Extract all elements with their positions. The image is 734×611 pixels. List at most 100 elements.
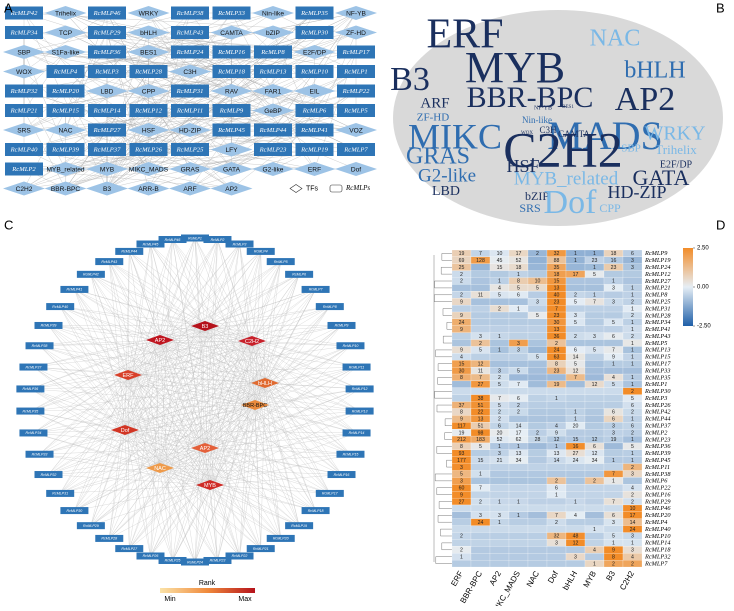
cell-value: 24 xyxy=(478,520,484,526)
edge xyxy=(127,374,281,539)
heat-cell xyxy=(508,484,529,492)
heat-cell xyxy=(584,373,605,382)
edge xyxy=(33,432,161,469)
edge xyxy=(65,12,357,72)
edge xyxy=(159,388,360,469)
mlp-label: RcMLP28 xyxy=(134,69,162,76)
ring-node xyxy=(301,507,330,515)
edge xyxy=(129,251,206,449)
ring-node xyxy=(34,321,63,329)
heat-cell xyxy=(470,318,491,326)
edge xyxy=(204,274,300,327)
tf-node xyxy=(293,84,336,98)
cloud-word: C2H2 xyxy=(503,121,622,177)
heat-cell xyxy=(527,380,548,388)
edge xyxy=(189,129,232,189)
heat-cell xyxy=(527,318,548,326)
edge xyxy=(217,239,256,406)
ring-node xyxy=(266,534,295,542)
heat-cell xyxy=(603,449,624,457)
heat-cell xyxy=(527,525,548,533)
mlp-label: RcMLP17 xyxy=(342,49,370,56)
edge xyxy=(127,289,316,376)
edge xyxy=(251,340,316,511)
edge xyxy=(39,454,211,486)
tf-node xyxy=(3,123,45,137)
edge xyxy=(90,274,129,376)
ring-label: RcMLP28 xyxy=(101,537,117,541)
edge xyxy=(204,447,240,557)
ring-label: RcMLP31 xyxy=(52,492,68,496)
heat-cell xyxy=(489,298,510,306)
cell-value: 5 xyxy=(479,444,482,450)
cell-value: 1 xyxy=(612,458,615,464)
cell-value: 1 xyxy=(612,279,615,285)
heat-cell xyxy=(584,305,605,313)
edge xyxy=(260,382,266,549)
legend-max: Max xyxy=(238,596,252,603)
mlp-label: RcMLP29 xyxy=(93,30,121,37)
edge xyxy=(204,325,316,511)
cloud-word: ARF xyxy=(420,95,449,111)
mlp-node xyxy=(295,143,334,156)
row-label: RcMLP37 xyxy=(644,423,671,430)
mlp-label: RcMLP10 xyxy=(300,69,328,76)
edge xyxy=(209,274,300,486)
cell-value: 7 xyxy=(612,348,615,354)
mlp-label: RcMLP20 xyxy=(51,88,79,95)
cell-value: 37 xyxy=(459,403,465,409)
tf-label: FAR1 xyxy=(265,88,282,95)
edge xyxy=(48,447,206,475)
column-label: ERF xyxy=(449,569,465,587)
cell-value: 6 xyxy=(631,403,634,409)
cell-value: 2 xyxy=(631,389,634,395)
heat-cell xyxy=(603,325,624,333)
heat-cell xyxy=(470,525,491,533)
edge xyxy=(204,325,351,346)
edge xyxy=(60,306,161,469)
dendrogram-branch xyxy=(444,418,452,426)
cell-value: 183 xyxy=(476,437,485,443)
heat-cell xyxy=(527,477,548,485)
edge xyxy=(209,261,281,486)
ring-node xyxy=(246,545,275,553)
heat-cell xyxy=(489,360,510,368)
edge xyxy=(254,404,330,494)
edge xyxy=(204,306,330,327)
cell-value: 5 xyxy=(574,299,577,305)
heat-cell xyxy=(584,553,605,561)
mlp-node xyxy=(5,104,43,117)
dendrogram-branch xyxy=(437,363,452,371)
heat-cell xyxy=(470,532,491,540)
ring-node xyxy=(60,507,89,515)
ring-node xyxy=(345,385,374,393)
heat-cell xyxy=(584,484,605,492)
edge xyxy=(251,340,357,368)
mlp-label: RcMLP5 xyxy=(343,108,368,115)
heat-cell xyxy=(508,546,529,554)
cell-value: 24 xyxy=(554,348,560,354)
tf-node xyxy=(44,6,87,20)
ring-node xyxy=(342,429,371,437)
cell-value: 1 xyxy=(498,279,501,285)
edge xyxy=(48,325,161,469)
mlp-node xyxy=(295,104,334,117)
row-label: RcMLP38 xyxy=(644,471,671,478)
mlp-label: RcMLP38 xyxy=(176,10,204,17)
cell-value: 7 xyxy=(612,472,615,478)
cell-value: 98 xyxy=(478,430,484,436)
heat-cell xyxy=(546,415,567,423)
cell-value: 1 xyxy=(574,258,577,264)
edge xyxy=(74,289,129,376)
row-label: RcMLP44 xyxy=(644,416,671,423)
hub-label: AP2 xyxy=(200,446,210,452)
cell-value: 3 xyxy=(612,423,615,429)
heat-cell xyxy=(603,291,624,299)
edge xyxy=(33,366,206,449)
heat-cell xyxy=(489,318,510,326)
cell-value: 2 xyxy=(460,534,463,540)
edge xyxy=(33,366,266,384)
ring-node xyxy=(342,363,371,371)
edge xyxy=(251,340,300,526)
tf-node xyxy=(335,123,377,137)
